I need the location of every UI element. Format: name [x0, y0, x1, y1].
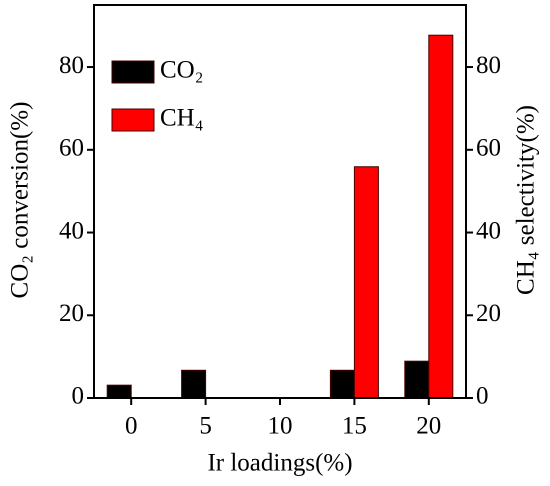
y-tick-label: 80 [59, 52, 84, 79]
x-axis-label: Ir loadings(%) [207, 450, 352, 477]
legend-swatch [111, 108, 155, 132]
bar [428, 34, 454, 399]
x-tick-label: 10 [268, 413, 293, 440]
legend-label: CH₄ [160, 105, 203, 132]
y2-tick-label: 40 [476, 217, 501, 244]
y-tick-label: 60 [59, 135, 84, 162]
x-tick-label: 0 [125, 413, 138, 440]
legend-label: CO₂ [160, 57, 203, 84]
x-tick-label: 20 [416, 413, 441, 440]
plot-frame [93, 4, 467, 399]
bar [181, 369, 207, 399]
x-tick-label: 5 [199, 413, 212, 440]
bar [353, 166, 379, 399]
y2-tick-label: 80 [476, 52, 501, 79]
bar [106, 384, 132, 399]
x-tick-label: 15 [342, 413, 367, 440]
y-axis-label: CO₂ conversion(%) [7, 102, 34, 299]
y-tick-label: 0 [72, 383, 85, 410]
y2-tick-label: 20 [476, 300, 501, 327]
bar [404, 360, 430, 399]
y2-tick-label: 0 [476, 383, 489, 410]
legend-swatch [111, 60, 155, 84]
y-tick-label: 20 [59, 300, 84, 327]
y2-axis-label: CH₄ selectivity(%) [513, 105, 540, 295]
bar [329, 369, 355, 399]
y-tick-label: 40 [59, 217, 84, 244]
y2-tick-label: 60 [476, 135, 501, 162]
